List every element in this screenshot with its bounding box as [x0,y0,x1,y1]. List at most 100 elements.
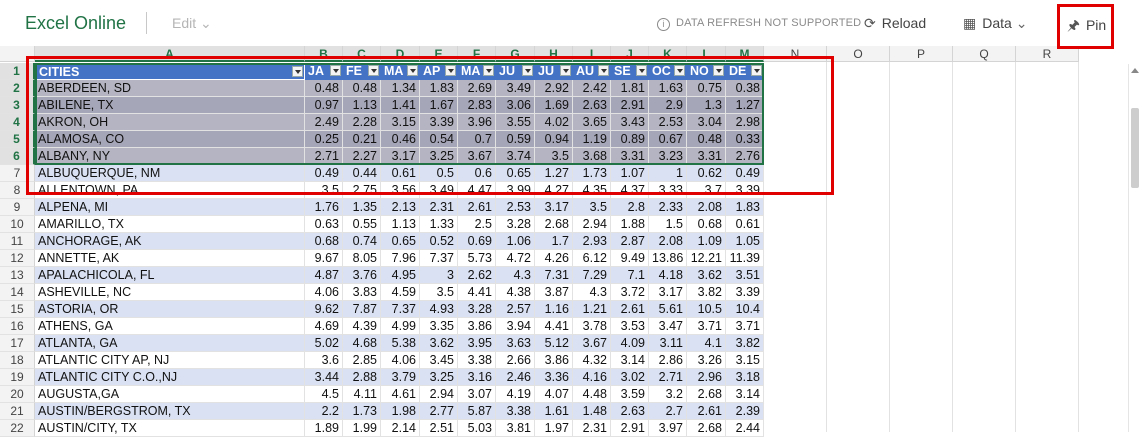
value-cell[interactable]: 0.48 [305,80,343,97]
value-cell[interactable]: 4.3 [573,284,611,301]
value-cell[interactable]: 1.05 [726,233,764,250]
value-cell[interactable]: 3.44 [305,369,343,386]
value-cell[interactable]: 1.34 [381,80,420,97]
value-cell[interactable]: 2.5 [458,216,496,233]
city-cell[interactable]: ATHENS, GA [35,318,305,335]
value-cell[interactable]: 0.38 [726,80,764,97]
value-cell[interactable]: 3.97 [649,420,687,437]
value-cell[interactable]: 2.93 [573,233,611,250]
value-cell[interactable]: 1.97 [535,420,573,437]
row-header-7[interactable]: 7 [0,165,35,182]
value-cell[interactable]: 3.56 [381,182,420,199]
value-cell[interactable]: 2.62 [458,267,496,284]
value-cell[interactable]: 3.25 [420,369,458,386]
row-header-14[interactable]: 14 [0,284,35,301]
value-cell[interactable]: 5.38 [381,335,420,352]
header-cell-month[interactable]: MA [381,63,420,80]
column-header-p[interactable]: P [890,46,953,62]
value-cell[interactable]: 4.32 [573,352,611,369]
row-header-5[interactable]: 5 [0,131,35,148]
value-cell[interactable]: 3.71 [726,318,764,335]
filter-dropdown-icon[interactable] [445,65,456,76]
value-cell[interactable]: 3.36 [535,369,573,386]
value-cell[interactable]: 1.76 [305,199,343,216]
value-cell[interactable]: 2.08 [649,233,687,250]
value-cell[interactable]: 3.49 [496,80,535,97]
value-cell[interactable]: 3.7 [687,182,726,199]
value-cell[interactable]: 9.62 [305,301,343,318]
column-header-d[interactable]: D [381,46,420,62]
value-cell[interactable]: 3.39 [726,284,764,301]
value-cell[interactable]: 1.89 [305,420,343,437]
value-cell[interactable]: 0.68 [687,216,726,233]
value-cell[interactable]: 4.59 [381,284,420,301]
filter-dropdown-icon[interactable] [522,65,533,76]
reload-button[interactable]: ⟳ Reload [864,15,926,32]
value-cell[interactable]: 3.23 [649,148,687,165]
column-header-q[interactable]: Q [953,46,1016,62]
value-cell[interactable]: 2.61 [611,301,649,318]
value-cell[interactable]: 2.33 [649,199,687,216]
value-cell[interactable]: 0.52 [420,233,458,250]
value-cell[interactable]: 7.96 [381,250,420,267]
value-cell[interactable]: 1.73 [343,403,381,420]
value-cell[interactable]: 1 [649,165,687,182]
value-cell[interactable]: 5.03 [458,420,496,437]
value-cell[interactable]: 3.33 [649,182,687,199]
column-header-l[interactable]: L [687,46,726,62]
value-cell[interactable]: 6.12 [573,250,611,267]
value-cell[interactable]: 2.77 [420,403,458,420]
row-header-18[interactable]: 18 [0,352,35,369]
row-header-2[interactable]: 2 [0,80,35,97]
value-cell[interactable]: 1.69 [535,97,573,114]
value-cell[interactable]: 8.05 [343,250,381,267]
value-cell[interactable]: 4.18 [649,267,687,284]
value-cell[interactable]: 4.95 [381,267,420,284]
value-cell[interactable]: 2.98 [726,114,764,131]
value-cell[interactable]: 1.07 [611,165,649,182]
filter-dropdown-icon[interactable] [674,65,685,76]
value-cell[interactable]: 1.3 [687,97,726,114]
filter-dropdown-icon[interactable] [292,66,303,77]
value-cell[interactable]: 0.49 [726,165,764,182]
value-cell[interactable]: 1.48 [573,403,611,420]
value-cell[interactable]: 2.8 [611,199,649,216]
value-cell[interactable]: 2.39 [726,403,764,420]
city-cell[interactable]: ALLENTOWN, PA [35,182,305,199]
value-cell[interactable]: 0.89 [611,131,649,148]
value-cell[interactable]: 7.37 [420,250,458,267]
value-cell[interactable]: 3.18 [726,369,764,386]
value-cell[interactable]: 0.63 [305,216,343,233]
value-cell[interactable]: 3.47 [649,318,687,335]
value-cell[interactable]: 3.99 [496,182,535,199]
value-cell[interactable]: 0.48 [687,131,726,148]
value-cell[interactable]: 2.13 [381,199,420,216]
value-cell[interactable]: 3.15 [381,114,420,131]
value-cell[interactable]: 3.6 [305,352,343,369]
value-cell[interactable]: 0.48 [343,80,381,97]
value-cell[interactable]: 0.68 [305,233,343,250]
value-cell[interactable]: 4.06 [305,284,343,301]
value-cell[interactable]: 2.94 [573,216,611,233]
value-cell[interactable]: 3.5 [573,199,611,216]
column-header-g[interactable]: G [496,46,535,62]
pin-button[interactable]: 🖈 Pin [1067,15,1106,39]
value-cell[interactable]: 3.53 [611,318,649,335]
value-cell[interactable]: 7.87 [343,301,381,318]
value-cell[interactable]: 3.07 [458,386,496,403]
value-cell[interactable]: 3.45 [420,352,458,369]
row-header-11[interactable]: 11 [0,233,35,250]
value-cell[interactable]: 3.17 [649,284,687,301]
value-cell[interactable]: 2.28 [343,114,381,131]
column-header-i[interactable]: I [573,46,611,62]
city-cell[interactable]: ANNETTE, AK [35,250,305,267]
value-cell[interactable]: 1.41 [381,97,420,114]
value-cell[interactable]: 0.94 [535,131,573,148]
value-cell[interactable]: 3.15 [726,352,764,369]
value-cell[interactable]: 2.68 [687,386,726,403]
row-header-12[interactable]: 12 [0,250,35,267]
column-header-m[interactable]: M [726,46,764,62]
filter-dropdown-icon[interactable] [560,65,571,76]
value-cell[interactable]: 3.78 [573,318,611,335]
value-cell[interactable]: 2.63 [573,97,611,114]
